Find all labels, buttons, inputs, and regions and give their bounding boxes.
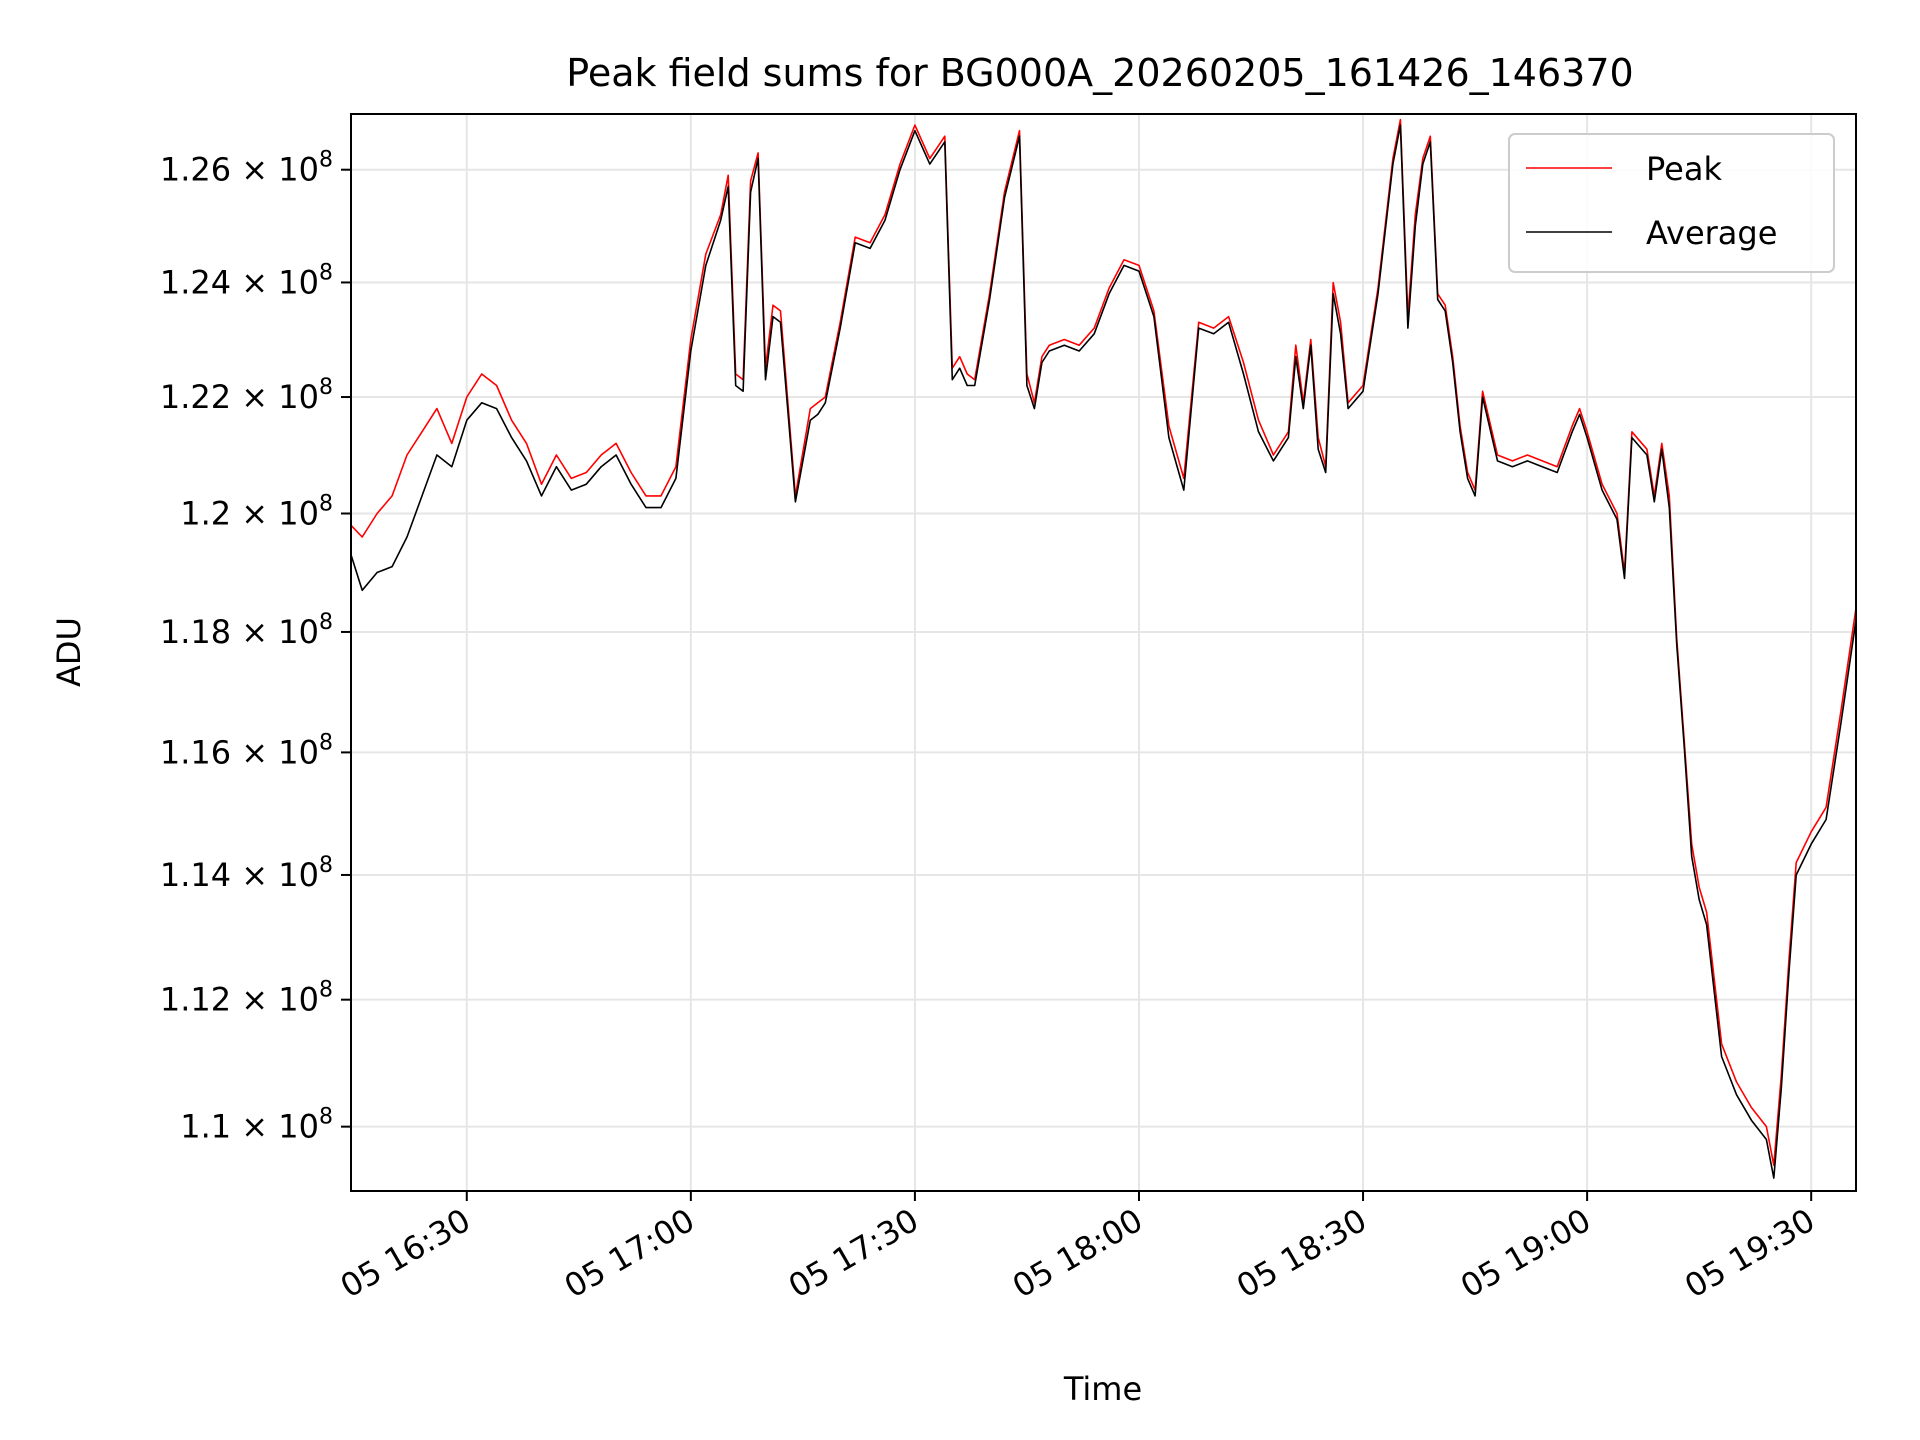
legend-label-average: Average xyxy=(1646,214,1777,252)
grid-lines xyxy=(351,114,1856,1191)
x-axis-label: Time xyxy=(1063,1370,1142,1408)
series-lines xyxy=(350,118,1857,1179)
series-line-average xyxy=(350,124,1857,1179)
y-axis-ticks: 1.1 × 108 1.12 × 108 1.14 × 108 1.16 × 108 1… xyxy=(160,148,351,1146)
y-tick-label: 1.1 × 108 xyxy=(180,1105,333,1146)
y-tick-label: 1.18 × 108 xyxy=(160,610,333,651)
y-tick-label: 1.16 × 108 xyxy=(160,730,333,771)
y-tick-label: 1.24 × 108 xyxy=(160,260,333,301)
y-tick-label: 1.26 × 108 xyxy=(160,148,333,189)
y-tick-label: 1.2 × 108 xyxy=(180,492,333,533)
y-axis-label: ADU xyxy=(50,617,88,687)
legend-label-peak: Peak xyxy=(1646,150,1722,188)
plot-frame xyxy=(350,113,1857,1192)
chart-title: Peak field sums for BG000A_20260205_1614… xyxy=(566,51,1633,95)
y-tick-label: 1.22 × 108 xyxy=(160,375,333,416)
y-tick-label: 1.14 × 108 xyxy=(160,853,333,894)
legend: Peak Average xyxy=(1508,133,1835,273)
y-tick-label: 1.12 × 108 xyxy=(160,978,333,1019)
